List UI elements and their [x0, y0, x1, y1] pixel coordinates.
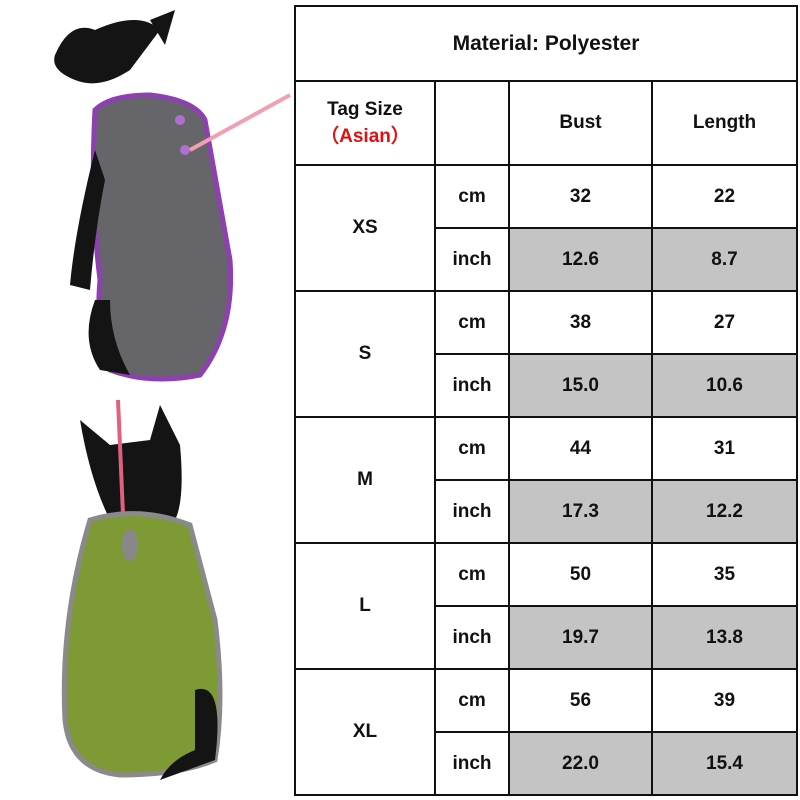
- length-header: Length: [651, 80, 798, 166]
- length-cell: 8.7: [651, 227, 798, 292]
- length-cell: 35: [651, 542, 798, 607]
- length-cell: 39: [651, 668, 798, 733]
- table-row: inch 19.7 13.8: [295, 605, 798, 670]
- size-label: XS: [294, 164, 436, 292]
- gray-vest-dog-photo: [54, 10, 291, 382]
- length-cell: 10.6: [651, 353, 798, 418]
- unit-cell: cm: [434, 416, 510, 481]
- unit-cell: cm: [434, 164, 510, 229]
- bust-cell: 32: [508, 164, 653, 229]
- length-cell: 12.2: [651, 479, 798, 544]
- size-label: M: [294, 416, 436, 544]
- table-row: XL cm 56 39: [294, 668, 798, 796]
- unit-cell: inch: [434, 353, 510, 418]
- bust-cell: 50: [508, 542, 653, 607]
- table-row: inch 22.0 15.4: [295, 731, 798, 796]
- product-photos: [54, 10, 291, 780]
- table-row: inch 15.0 10.6: [295, 353, 798, 418]
- length-cell: 13.8: [651, 605, 798, 670]
- bust-header: Bust: [508, 80, 653, 166]
- green-vest-dog-photo: [61, 399, 223, 780]
- unit-cell: inch: [434, 731, 510, 796]
- size-label: S: [294, 290, 436, 418]
- bust-cell: 19.7: [508, 605, 653, 670]
- tag-size-header: Tag Size （Asian）: [294, 80, 436, 166]
- bust-cell: 44: [508, 416, 653, 481]
- tag-size-label: Tag Size: [327, 98, 403, 120]
- unit-cell: cm: [434, 542, 510, 607]
- length-cell: 15.4: [651, 731, 798, 796]
- size-label: L: [294, 542, 436, 670]
- table-row: inch 12.6 8.7: [295, 227, 798, 292]
- unit-cell: inch: [434, 479, 510, 544]
- bust-cell: 15.0: [508, 353, 653, 418]
- bust-cell: 38: [508, 290, 653, 355]
- length-cell: 31: [651, 416, 798, 481]
- unit-cell: cm: [434, 668, 510, 733]
- size-chart-table: Material: Polyester Tag Size （Asian） Bust…: [294, 5, 798, 796]
- bust-cell: 17.3: [508, 479, 653, 544]
- table-row: XS cm 32 22: [294, 164, 798, 292]
- length-cell: 27: [651, 290, 798, 355]
- tag-region-label: （Asian）: [320, 125, 410, 147]
- bust-cell: 56: [508, 668, 653, 733]
- table-row: inch 17.3 12.2: [295, 479, 798, 544]
- unit-header: [434, 80, 510, 166]
- unit-cell: inch: [434, 227, 510, 292]
- unit-cell: cm: [434, 290, 510, 355]
- size-label: XL: [294, 668, 436, 796]
- bust-cell: 12.6: [508, 227, 653, 292]
- length-cell: 22: [651, 164, 798, 229]
- material-title: Material: Polyester: [294, 5, 798, 82]
- unit-cell: inch: [434, 605, 510, 670]
- bust-cell: 22.0: [508, 731, 653, 796]
